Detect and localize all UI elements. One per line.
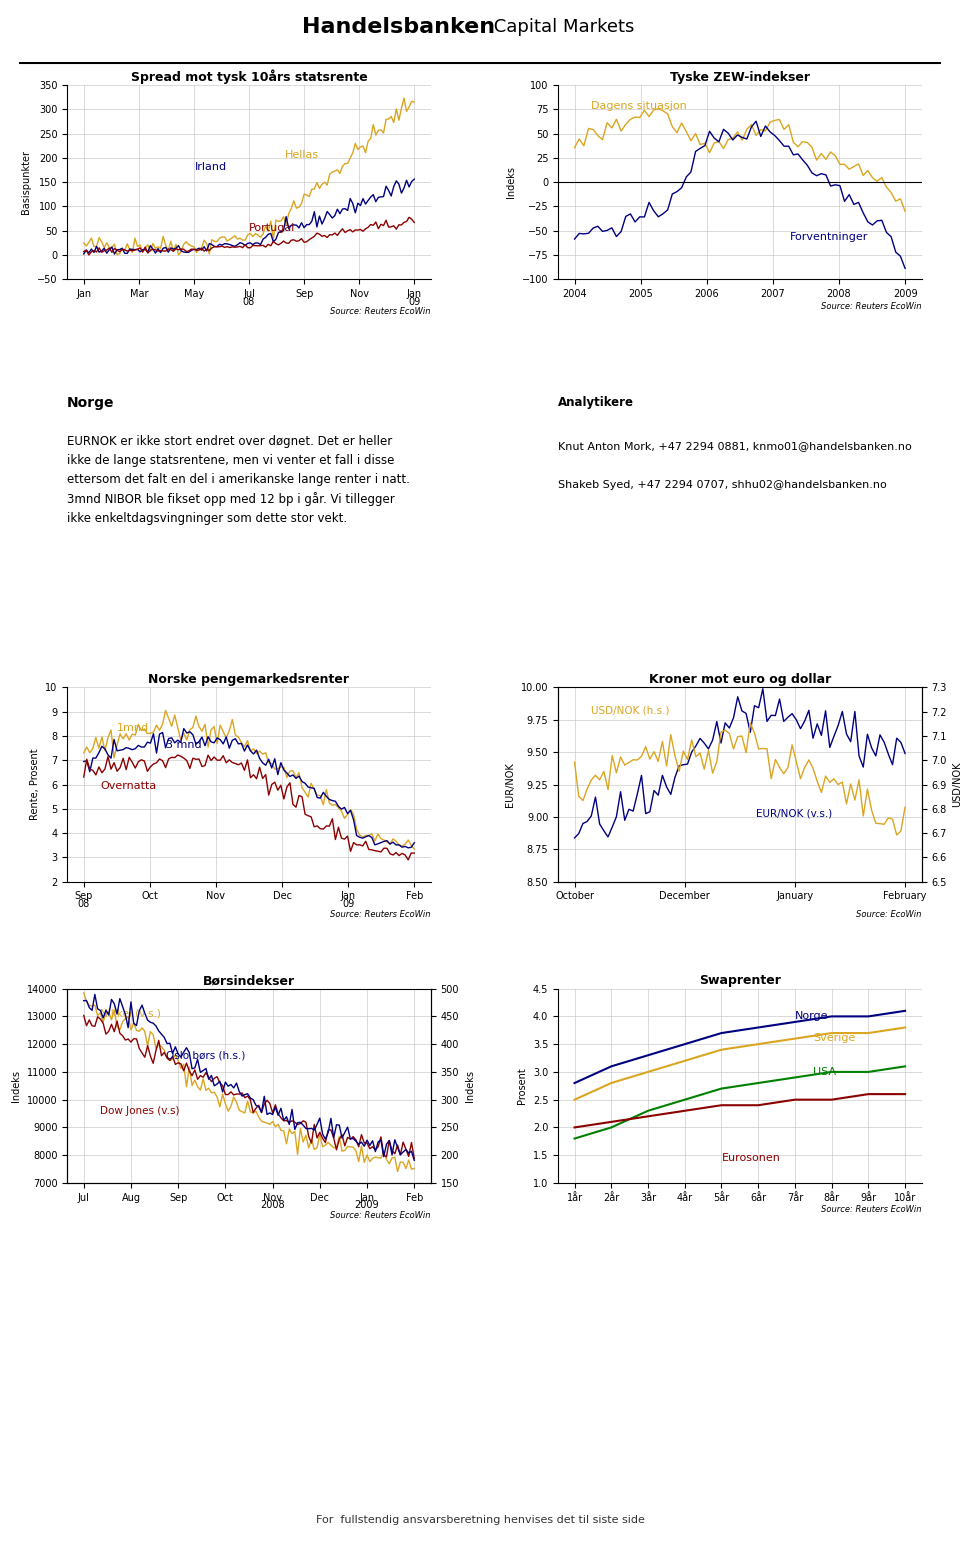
Y-axis label: Basispunkter: Basispunkter <box>21 150 32 215</box>
Y-axis label: Indeks: Indeks <box>12 1070 21 1102</box>
Text: Forventninger: Forventninger <box>789 232 868 243</box>
Text: USD/NOK (h.s.): USD/NOK (h.s.) <box>591 705 669 716</box>
Text: Knut Anton Mork, +47 2294 0881, knmo01@handelsbanken.no: Knut Anton Mork, +47 2294 0881, knmo01@h… <box>558 441 912 450</box>
Text: USA: USA <box>813 1067 836 1076</box>
Text: Dagens situasjon: Dagens situasjon <box>591 102 686 111</box>
Text: EUR/NOK (v.s.): EUR/NOK (v.s.) <box>756 809 832 819</box>
Title: Kroner mot euro og dollar: Kroner mot euro og dollar <box>649 673 831 686</box>
Title: Spread mot tysk 10års statsrente: Spread mot tysk 10års statsrente <box>131 70 368 83</box>
Title: Swaprenter: Swaprenter <box>699 974 780 988</box>
Text: 08: 08 <box>78 900 90 909</box>
Text: Source: EcoWin: Source: EcoWin <box>856 909 922 918</box>
Y-axis label: Rente, Prosent: Rente, Prosent <box>30 748 39 821</box>
Text: 08: 08 <box>243 297 255 306</box>
Text: Analytikere: Analytikere <box>558 396 634 410</box>
Text: Portugal: Portugal <box>249 223 296 233</box>
Text: For  fullstendig ansvarsberetning henvises det til siste side: For fullstendig ansvarsberetning henvise… <box>316 1515 644 1524</box>
Text: Source: Reuters EcoWin: Source: Reuters EcoWin <box>330 909 431 918</box>
Text: Norge: Norge <box>67 396 114 410</box>
Y-axis label: Indeks: Indeks <box>465 1070 474 1102</box>
Text: 1mnd: 1mnd <box>117 724 149 733</box>
Text: Norge: Norge <box>795 1011 828 1022</box>
Text: 2008: 2008 <box>260 1200 285 1211</box>
Text: Shakeb Syed, +47 2294 0707, shhu02@handelsbanken.no: Shakeb Syed, +47 2294 0707, shhu02@hande… <box>558 479 887 490</box>
Text: Overnatta: Overnatta <box>100 781 156 792</box>
Text: 3 mnd: 3 mnd <box>166 741 202 750</box>
Y-axis label: Indeks: Indeks <box>506 165 516 198</box>
Text: Oslo børs (h.s.): Oslo børs (h.s.) <box>166 1050 246 1061</box>
Text: 2009: 2009 <box>354 1200 379 1211</box>
Text: Source: Reuters EcoWin: Source: Reuters EcoWin <box>821 1204 922 1214</box>
Text: EURNOK er ikke stort endret over døgnet. Det er heller
ikke de lange statsrenten: EURNOK er ikke stort endret over døgnet.… <box>67 434 410 526</box>
Text: Source: Reuters EcoWin: Source: Reuters EcoWin <box>821 301 922 311</box>
Text: 09: 09 <box>408 297 420 306</box>
Text: Eurosonen: Eurosonen <box>722 1153 780 1163</box>
Title: Norske pengemarkedsrenter: Norske pengemarkedsrenter <box>149 673 349 686</box>
Text: Dow Jones (v.s): Dow Jones (v.s) <box>100 1105 180 1116</box>
Text: Source: Reuters EcoWin: Source: Reuters EcoWin <box>330 308 431 317</box>
Text: Source: Reuters EcoWin: Source: Reuters EcoWin <box>330 1211 431 1220</box>
Title: Tyske ZEW-indekser: Tyske ZEW-indekser <box>670 71 810 83</box>
Title: Børsindekser: Børsindekser <box>203 974 295 988</box>
Text: Nikkei (v.s.): Nikkei (v.s.) <box>100 1008 161 1019</box>
Y-axis label: EUR/NOK: EUR/NOK <box>505 762 516 807</box>
Text: 09: 09 <box>342 900 354 909</box>
Text: Hellas: Hellas <box>285 150 320 159</box>
Text: Irland: Irland <box>195 162 227 172</box>
Y-axis label: USD/NOK: USD/NOK <box>952 762 960 807</box>
Text: Capital Markets: Capital Markets <box>489 19 635 36</box>
Y-axis label: Prosent: Prosent <box>517 1067 527 1104</box>
Text: Sverige: Sverige <box>813 1033 855 1044</box>
Text: Handelsbanken: Handelsbanken <box>301 17 495 37</box>
